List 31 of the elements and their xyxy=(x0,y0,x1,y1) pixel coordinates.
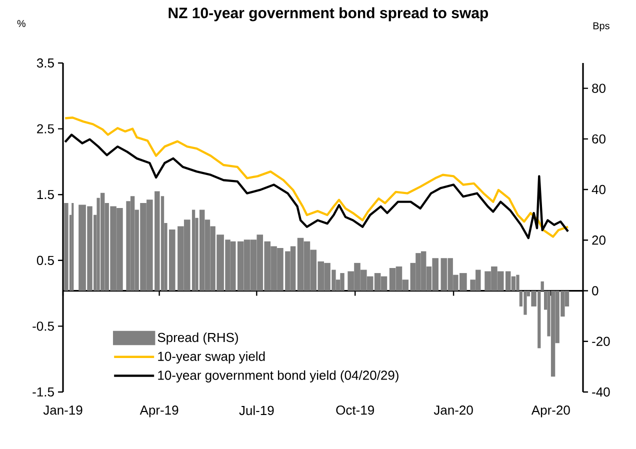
y2-axis-title: Bps xyxy=(593,22,610,32)
chart-title: NZ 10-year government bond spread to swap xyxy=(168,7,488,22)
legend-label: Spread (RHS) xyxy=(158,332,238,345)
line-series xyxy=(64,116,570,238)
bar xyxy=(100,192,105,291)
x-tick-label: Jul-19 xyxy=(239,406,274,416)
y2-tick-label: 20 xyxy=(592,236,606,245)
y2-tick-label: 60 xyxy=(592,134,606,144)
y2-tick-label: 0 xyxy=(592,286,598,296)
x-tick-label: Jan-19 xyxy=(43,406,82,415)
y2-tick-label: 80 xyxy=(592,84,606,93)
x-tick-label: Apr-20 xyxy=(531,406,570,418)
x-tick-label: Oct-19 xyxy=(336,406,374,415)
bar xyxy=(130,196,135,291)
x-tick-label: Jan-20 xyxy=(434,406,473,415)
y-tick-label: 0.5 xyxy=(36,256,54,265)
bar xyxy=(64,202,68,291)
y-tick-label: -1.5 xyxy=(32,387,54,397)
y-axis-title: % xyxy=(17,20,26,28)
bar xyxy=(550,290,556,377)
x-tick-label: Apr-19 xyxy=(140,406,178,418)
bar xyxy=(340,273,344,291)
y-tick-label: -0.5 xyxy=(32,322,54,331)
y2-tick-label: 40 xyxy=(592,184,606,194)
y2-tick-label: -40 xyxy=(592,387,610,397)
y-tick-label: 3.5 xyxy=(36,58,54,68)
y2-tick-label: -20 xyxy=(592,336,610,346)
y-tick-label: 2.5 xyxy=(37,124,54,134)
legend-label: 10-year swap yield xyxy=(158,351,265,364)
y-tick-label: 1.5 xyxy=(37,190,54,200)
legend-label: 10-year government bond yield (04/20/29) xyxy=(158,370,398,382)
